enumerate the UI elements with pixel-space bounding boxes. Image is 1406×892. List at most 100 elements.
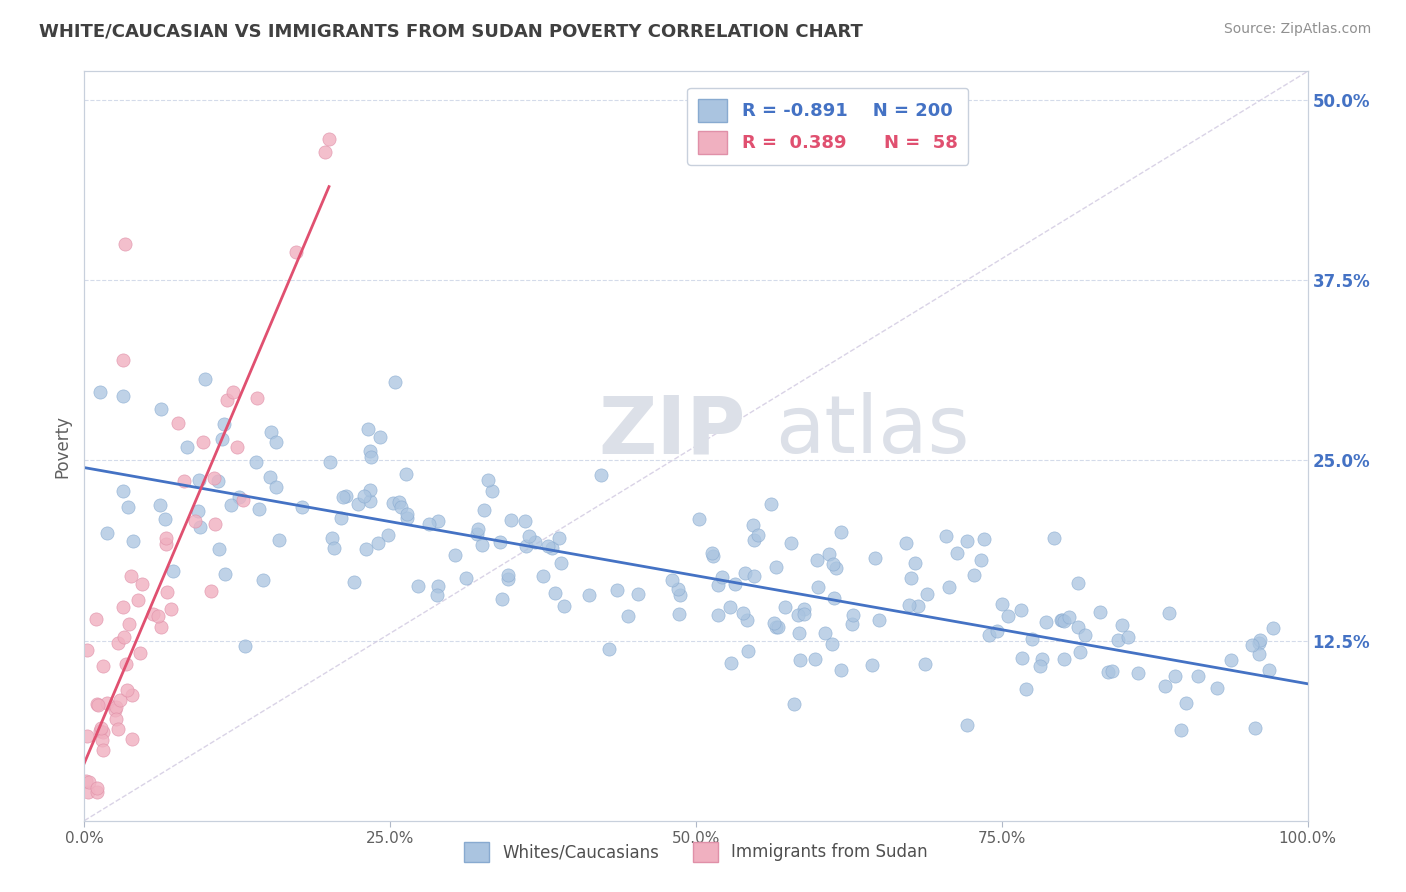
Point (467, 522, 489, 536)
Point (207, 475, 229, 489)
Point (742, 533, 765, 547)
Point (427, 514, 450, 528)
Point (357, 422, 380, 436)
Point (868, 613, 890, 627)
Point (121, 688, 143, 702)
Point (107, 722, 129, 736)
Point (472, 503, 495, 517)
Point (194, 372, 217, 386)
Point (821, 637, 844, 651)
Point (1050, 613, 1073, 627)
Point (598, 642, 620, 657)
Point (1021, 632, 1043, 646)
Point (114, 237, 136, 252)
Point (1031, 651, 1053, 665)
Point (997, 609, 1019, 624)
Y-axis label: Poverty: Poverty (53, 415, 72, 477)
Point (1126, 666, 1149, 681)
Point (215, 393, 238, 408)
Point (91, 733, 114, 747)
Point (368, 430, 391, 444)
Point (907, 599, 929, 614)
Point (332, 490, 354, 504)
Point (894, 536, 917, 550)
Point (661, 573, 683, 587)
Point (155, 511, 177, 525)
Point (91, 658, 114, 673)
Point (395, 511, 418, 525)
Point (359, 443, 381, 458)
Point (346, 497, 368, 511)
Point (759, 497, 782, 511)
Point (360, 450, 382, 464)
Point (232, 493, 254, 508)
Point (90, 721, 112, 735)
Point (991, 597, 1014, 611)
Point (343, 574, 366, 589)
Point (149, 498, 172, 512)
Point (962, 567, 984, 582)
Point (1187, 668, 1209, 682)
Point (1111, 618, 1133, 632)
Point (112, 389, 135, 403)
Point (112, 483, 135, 498)
Point (93, 724, 115, 739)
Point (481, 483, 503, 498)
Point (127, 593, 149, 607)
Point (77, 785, 100, 799)
Point (319, 455, 342, 469)
Point (354, 542, 377, 557)
Point (191, 435, 214, 450)
Point (1011, 650, 1033, 665)
Point (723, 577, 745, 591)
Point (367, 535, 389, 549)
Point (956, 534, 979, 549)
Point (184, 514, 207, 528)
Point (105, 699, 128, 714)
Point (553, 599, 575, 613)
Point (666, 582, 689, 597)
Point (252, 573, 274, 587)
Point (156, 585, 179, 599)
Point (897, 598, 920, 612)
Text: Source: ZipAtlas.com: Source: ZipAtlas.com (1223, 22, 1371, 37)
Point (491, 592, 513, 607)
Point (742, 518, 765, 533)
Point (904, 556, 927, 570)
Point (765, 620, 787, 634)
Point (75, 774, 97, 789)
Point (86, 785, 108, 799)
Point (176, 440, 198, 454)
Point (710, 569, 733, 583)
Point (104, 703, 127, 717)
Point (222, 385, 245, 400)
Point (1067, 575, 1090, 590)
Point (228, 490, 250, 504)
Point (489, 534, 512, 549)
Point (578, 588, 600, 602)
Point (188, 473, 211, 487)
Point (1107, 633, 1129, 648)
Point (737, 643, 759, 657)
Point (104, 713, 127, 727)
Point (720, 656, 742, 670)
Point (89, 385, 111, 400)
Point (1042, 531, 1064, 545)
Point (806, 553, 828, 567)
Point (970, 553, 993, 567)
Point (986, 624, 1008, 638)
Point (396, 507, 419, 521)
Point (226, 440, 249, 454)
Point (765, 559, 787, 574)
Point (531, 569, 554, 583)
Point (211, 432, 233, 446)
Point (825, 561, 848, 575)
Point (117, 682, 139, 697)
Point (384, 375, 406, 389)
Point (1164, 669, 1187, 683)
Point (606, 582, 628, 597)
Point (115, 657, 138, 671)
Point (537, 539, 560, 553)
Point (259, 470, 281, 484)
Point (780, 536, 803, 550)
